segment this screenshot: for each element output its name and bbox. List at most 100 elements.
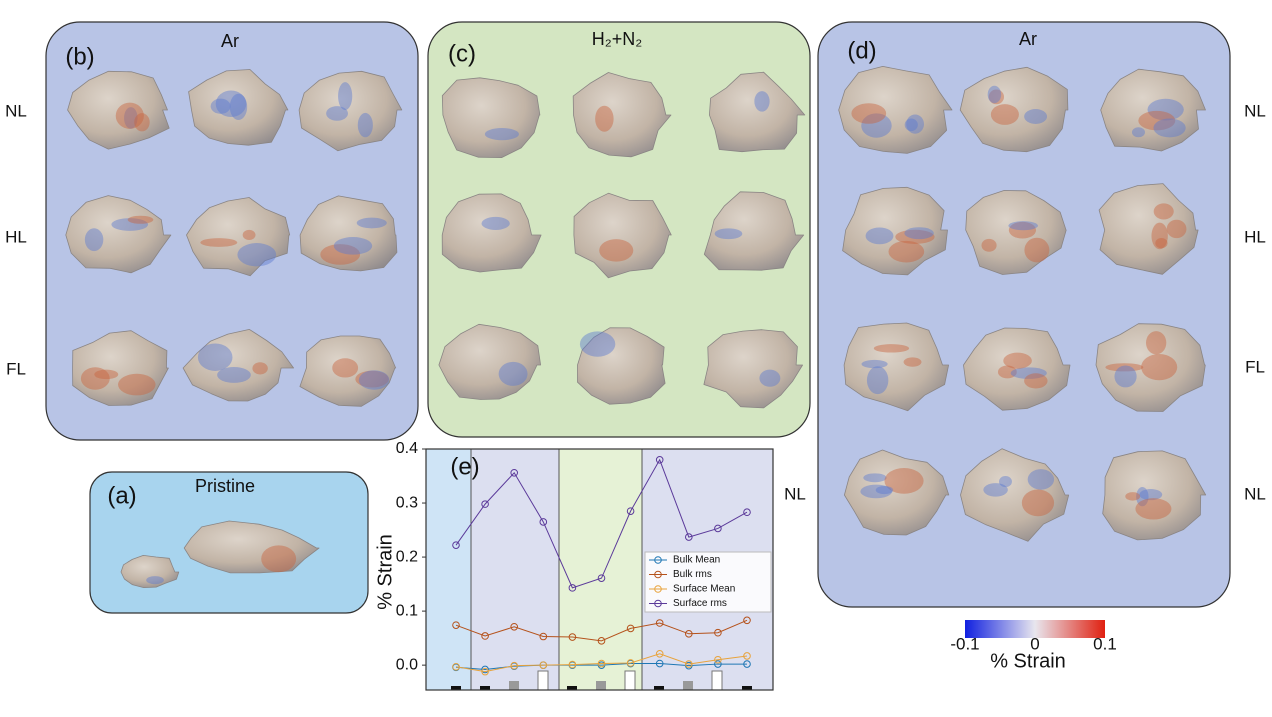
point (685, 660, 693, 668)
strain-patch (80, 367, 110, 390)
particle (965, 190, 1067, 275)
particle (843, 322, 949, 412)
point (685, 630, 693, 638)
strain-patch (84, 228, 104, 252)
panel-title: Ar (1019, 29, 1037, 49)
strain-patch (1003, 352, 1032, 369)
row-label: FL (6, 359, 26, 378)
legend-box (644, 551, 772, 613)
strain-patch (754, 91, 770, 112)
point (685, 533, 693, 541)
point (481, 632, 489, 640)
strain-patch (988, 89, 1005, 105)
particle (572, 72, 672, 158)
strain-patch (1008, 221, 1037, 239)
point (597, 637, 606, 645)
colorbar-label: % Strain (990, 650, 1066, 672)
panel-label: (b) (65, 43, 94, 70)
point (743, 652, 751, 660)
strain-patch (115, 102, 144, 129)
row-label: NL (1244, 484, 1266, 503)
point (510, 622, 519, 631)
strain-patch (484, 128, 519, 141)
particle (120, 555, 180, 588)
particle (959, 66, 1069, 153)
row-label: FL (1245, 357, 1265, 376)
point (743, 660, 751, 668)
strain-patch (860, 484, 893, 499)
point (626, 624, 635, 633)
particle (703, 191, 805, 271)
strain-patch (1125, 492, 1141, 501)
particle (1095, 323, 1206, 412)
point (539, 661, 548, 669)
panel-title: Ar (221, 31, 239, 51)
strain-patch (355, 370, 389, 388)
strain-patch (851, 103, 887, 124)
point (655, 456, 664, 464)
particle (573, 192, 672, 279)
point (568, 584, 577, 592)
strain-patch (873, 344, 910, 353)
legend-label: Bulk rms (673, 569, 712, 580)
point (597, 659, 606, 668)
strain-patch (1008, 221, 1038, 231)
strain-patch (1024, 109, 1048, 124)
strain-patch (595, 105, 614, 132)
strain-patch (999, 476, 1012, 488)
row-label: NL (5, 101, 27, 120)
particle (1102, 450, 1207, 541)
region (471, 449, 559, 690)
renderings (65, 66, 1207, 588)
strain-patch (1155, 237, 1168, 249)
strain-patch (200, 238, 238, 247)
strain-patch (134, 113, 150, 132)
strain-patch (1024, 373, 1048, 389)
strain-patch (579, 331, 616, 357)
row-label: NL (784, 484, 806, 503)
point (452, 541, 460, 549)
point (655, 649, 664, 658)
strain-patch (94, 369, 119, 380)
particle (299, 335, 397, 407)
strain-patch (127, 215, 154, 224)
strain-patch (1114, 365, 1137, 388)
y-tick-label: 0.2 (396, 548, 418, 565)
series-line (455, 619, 748, 642)
particle (182, 329, 294, 402)
legend-label: Surface rms (673, 598, 727, 609)
strain-patch (1146, 331, 1167, 355)
particle (842, 186, 948, 276)
strain-patch (1153, 118, 1186, 138)
point (743, 616, 751, 625)
particle (963, 327, 1071, 411)
strain-patch (863, 473, 887, 483)
strain-patch (111, 218, 149, 231)
particle (441, 77, 541, 158)
legend-swatch (654, 585, 662, 593)
strain-patch (865, 227, 894, 245)
panel-label: (e) (450, 453, 479, 480)
point (597, 574, 606, 582)
strain-patch (210, 98, 231, 114)
particle (298, 70, 403, 152)
legend-swatch (654, 599, 662, 608)
particle (438, 323, 541, 400)
strain-chart: (e) % Strain 0.0 0.1 0.2 0.3 0.4 Bulk Mean Bul… (374, 440, 774, 691)
strain-patch (903, 357, 922, 367)
strain-patch (599, 239, 634, 262)
strain-patch (242, 229, 256, 241)
strain-patch (1105, 363, 1144, 372)
y-tick-label: 0.3 (396, 494, 418, 511)
point (714, 628, 722, 637)
colorbar-tick-label: 0 (1030, 634, 1039, 653)
point (452, 621, 460, 629)
strain-patch (357, 112, 373, 138)
particle (183, 520, 320, 574)
strain-patch (759, 369, 781, 387)
y-tick-label: 0.0 (396, 656, 418, 673)
panel-label: (d) (847, 37, 876, 64)
particle (67, 70, 170, 150)
y-tick-label: 0.4 (396, 440, 418, 457)
strain-patch (215, 90, 247, 118)
